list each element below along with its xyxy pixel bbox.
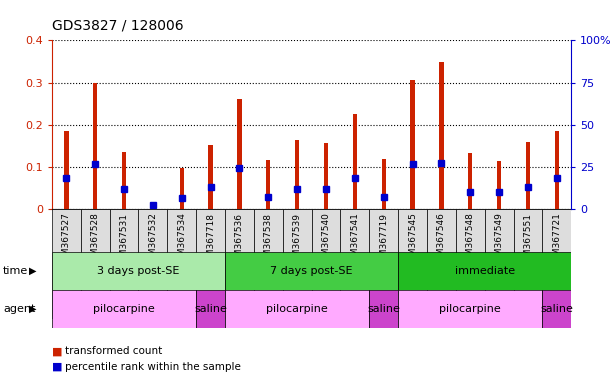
Text: GSM367721: GSM367721 bbox=[552, 213, 562, 267]
Bar bbox=[122, 152, 126, 209]
Bar bbox=[151, 202, 155, 209]
Text: agent: agent bbox=[3, 304, 35, 314]
Text: time: time bbox=[3, 266, 28, 276]
Bar bbox=[167, 209, 196, 319]
Bar bbox=[340, 209, 369, 319]
Bar bbox=[411, 81, 415, 209]
Text: 3 days post-SE: 3 days post-SE bbox=[97, 266, 180, 276]
Bar bbox=[109, 209, 139, 319]
Bar bbox=[514, 209, 543, 319]
Bar bbox=[526, 142, 530, 209]
Bar bbox=[324, 143, 328, 209]
Bar bbox=[52, 209, 81, 319]
Text: pilocarpine: pilocarpine bbox=[439, 304, 501, 314]
Bar bbox=[266, 160, 271, 209]
Text: GSM367539: GSM367539 bbox=[293, 213, 302, 268]
Bar bbox=[283, 209, 312, 319]
Text: GDS3827 / 128006: GDS3827 / 128006 bbox=[52, 19, 183, 33]
Bar bbox=[52, 290, 196, 328]
Text: pilocarpine: pilocarpine bbox=[266, 304, 328, 314]
Bar bbox=[254, 209, 283, 319]
Bar bbox=[427, 209, 456, 319]
Text: ▶: ▶ bbox=[29, 304, 37, 314]
Text: pilocarpine: pilocarpine bbox=[93, 304, 155, 314]
Text: saline: saline bbox=[194, 304, 227, 314]
Text: ■: ■ bbox=[52, 362, 62, 372]
Bar bbox=[485, 209, 514, 319]
Bar bbox=[180, 168, 184, 209]
Bar bbox=[295, 140, 299, 209]
Bar bbox=[225, 290, 369, 328]
Bar bbox=[93, 83, 97, 209]
Bar bbox=[369, 209, 398, 319]
Bar bbox=[468, 153, 472, 209]
Bar bbox=[139, 209, 167, 319]
Bar bbox=[353, 114, 357, 209]
Text: GSM367534: GSM367534 bbox=[177, 213, 186, 267]
Text: 7 days post-SE: 7 days post-SE bbox=[270, 266, 353, 276]
Text: GSM367540: GSM367540 bbox=[321, 213, 331, 267]
Text: ▶: ▶ bbox=[29, 266, 37, 276]
Text: GSM367719: GSM367719 bbox=[379, 213, 388, 268]
Bar bbox=[196, 290, 225, 328]
Text: percentile rank within the sample: percentile rank within the sample bbox=[65, 362, 241, 372]
Text: GSM367546: GSM367546 bbox=[437, 213, 446, 267]
Text: GSM367536: GSM367536 bbox=[235, 213, 244, 268]
Bar bbox=[64, 131, 68, 209]
Bar bbox=[439, 62, 444, 209]
Text: transformed count: transformed count bbox=[65, 346, 163, 356]
Text: GSM367541: GSM367541 bbox=[350, 213, 359, 267]
Bar bbox=[81, 209, 109, 319]
Bar bbox=[543, 209, 571, 319]
Bar bbox=[497, 161, 501, 209]
Text: GSM367549: GSM367549 bbox=[495, 213, 503, 267]
Bar bbox=[555, 131, 559, 209]
Bar bbox=[208, 145, 213, 209]
Bar bbox=[398, 252, 571, 290]
Text: GSM367538: GSM367538 bbox=[264, 213, 273, 268]
Bar bbox=[398, 209, 427, 319]
Text: saline: saline bbox=[540, 304, 573, 314]
Bar bbox=[312, 209, 340, 319]
Text: immediate: immediate bbox=[455, 266, 515, 276]
Bar bbox=[543, 290, 571, 328]
Text: GSM367718: GSM367718 bbox=[206, 213, 215, 268]
Text: GSM367532: GSM367532 bbox=[148, 213, 158, 267]
Text: GSM367551: GSM367551 bbox=[524, 213, 533, 268]
Bar bbox=[225, 252, 398, 290]
Text: GSM367545: GSM367545 bbox=[408, 213, 417, 267]
Text: GSM367531: GSM367531 bbox=[120, 213, 128, 268]
Bar bbox=[225, 209, 254, 319]
Text: GSM367527: GSM367527 bbox=[62, 213, 71, 267]
Bar bbox=[369, 290, 398, 328]
Text: saline: saline bbox=[367, 304, 400, 314]
Bar bbox=[196, 209, 225, 319]
Text: ■: ■ bbox=[52, 346, 62, 356]
Text: GSM367548: GSM367548 bbox=[466, 213, 475, 267]
Bar bbox=[237, 99, 241, 209]
Bar bbox=[382, 159, 386, 209]
Bar bbox=[398, 290, 543, 328]
Bar bbox=[456, 209, 485, 319]
Text: GSM367528: GSM367528 bbox=[90, 213, 100, 267]
Bar bbox=[52, 252, 225, 290]
